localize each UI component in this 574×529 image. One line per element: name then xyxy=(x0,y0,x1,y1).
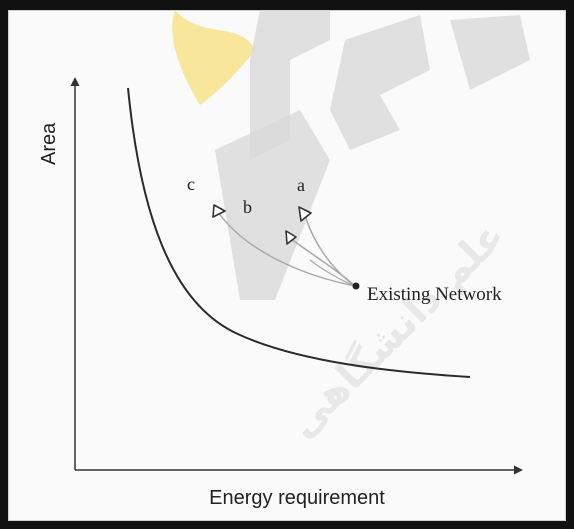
y-axis-title: Area xyxy=(38,122,60,165)
existing-network-label: Existing Network xyxy=(367,284,502,305)
path-a-arrowhead xyxy=(298,206,312,222)
frame-right-band xyxy=(566,0,574,529)
watermark-shape-4 xyxy=(215,110,330,300)
area-energy-tradeoff-curve xyxy=(127,87,471,378)
x-axis-title: Energy requirement xyxy=(209,487,385,509)
path-label-c: c xyxy=(187,174,195,194)
watermark-shape-1 xyxy=(250,10,330,160)
retrofit-path-b xyxy=(289,237,356,287)
retrofit-path-c xyxy=(217,211,356,287)
frame-top-band xyxy=(0,0,574,10)
watermark-shape-2 xyxy=(330,15,430,150)
path-c-arrowhead xyxy=(212,204,226,218)
existing-network-point xyxy=(352,282,360,290)
path-b-arrowhead xyxy=(285,230,297,245)
retrofit-path-a-inner xyxy=(309,259,356,287)
path-label-a: a xyxy=(297,175,305,195)
watermark-yellow-logo xyxy=(172,10,255,105)
watermark: علم دانشگاهی xyxy=(172,10,530,447)
x-axis-arrowhead xyxy=(514,465,523,475)
path-label-b: b xyxy=(243,197,252,217)
frame-bottom-band xyxy=(0,521,574,529)
watermark-shape-3 xyxy=(450,15,530,90)
watermark-text: علم دانشگاهی xyxy=(279,212,514,447)
y-axis-arrowhead xyxy=(70,77,80,86)
frame-left-band xyxy=(0,0,8,529)
